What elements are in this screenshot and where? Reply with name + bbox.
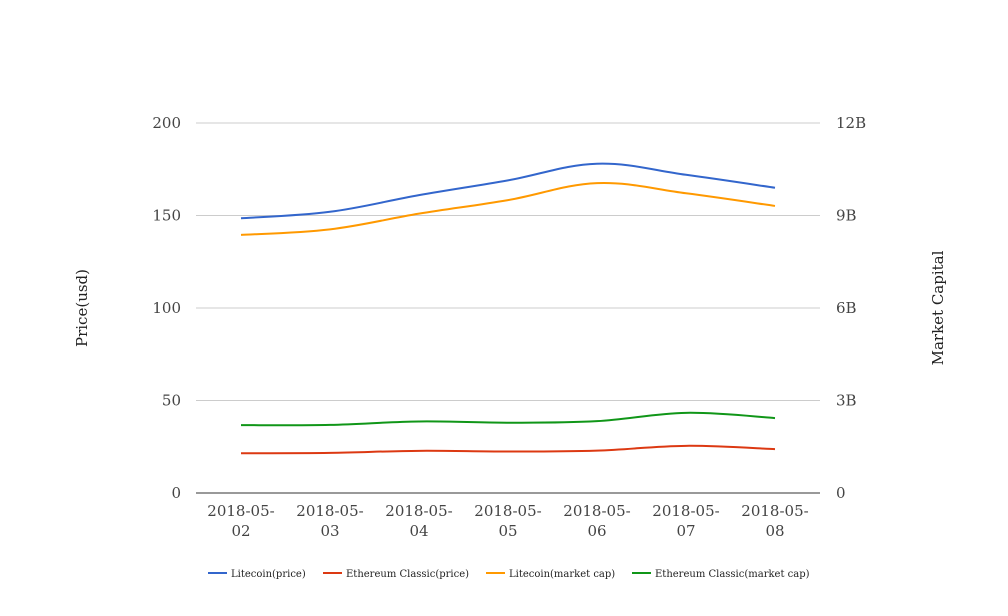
x-tick-label: 2018-05-02 bbox=[207, 502, 274, 540]
legend-item[interactable]: Litecoin(market cap) bbox=[486, 569, 615, 580]
x-axis-ticks: 2018-05-02 2018-05-03 2018-05-04 2018-05-05… bbox=[207, 502, 808, 540]
x-tick-label: 2018-05-06 bbox=[563, 502, 630, 540]
series-lines bbox=[240, 162, 776, 455]
series-line-4 bbox=[240, 411, 776, 427]
right-tick-label: 9B bbox=[836, 207, 857, 225]
series-line-1 bbox=[240, 162, 776, 220]
left-tick-label: 50 bbox=[162, 392, 181, 410]
right-axis-ticks: 0 3B 6B 9B 12B bbox=[836, 114, 866, 502]
legend-label: Litecoin(price) bbox=[231, 569, 306, 580]
right-tick-label: 6B bbox=[836, 299, 857, 317]
series-line-3 bbox=[240, 182, 776, 236]
x-tick-label: 2018-05-04 bbox=[385, 502, 452, 540]
right-tick-label: 12B bbox=[836, 114, 866, 132]
left-tick-label: 100 bbox=[152, 299, 181, 317]
legend-item[interactable]: Ethereum Classic(market cap) bbox=[632, 569, 810, 580]
x-tick-label: 2018-05-03 bbox=[296, 502, 363, 540]
left-axis-ticks: 0 50 100 150 200 bbox=[152, 114, 181, 502]
legend-label: Litecoin(market cap) bbox=[509, 569, 615, 580]
right-tick-label: 3B bbox=[836, 392, 857, 410]
x-tick-label: 2018-05-07 bbox=[652, 502, 719, 540]
left-tick-label: 200 bbox=[152, 114, 181, 132]
gridlines bbox=[196, 122, 820, 401]
legend-item[interactable]: Ethereum Classic(price) bbox=[323, 569, 469, 580]
series-line-2 bbox=[240, 444, 776, 455]
x-tick-label: 2018-05-08 bbox=[741, 502, 808, 540]
right-tick-label: 0 bbox=[836, 484, 846, 502]
legend-item[interactable]: Litecoin(price) bbox=[208, 569, 306, 580]
left-axis-title: Price(usd) bbox=[73, 269, 91, 347]
left-tick-label: 150 bbox=[152, 207, 181, 225]
legend-label: Ethereum Classic(price) bbox=[346, 569, 469, 580]
legend[interactable]: Litecoin(price) Ethereum Classic(price) Li… bbox=[208, 569, 810, 580]
left-tick-label: 0 bbox=[171, 484, 181, 502]
legend-label: Ethereum Classic(market cap) bbox=[655, 569, 810, 580]
right-axis-title: Market Capital bbox=[929, 250, 947, 365]
x-tick-label: 2018-05-05 bbox=[474, 502, 541, 540]
